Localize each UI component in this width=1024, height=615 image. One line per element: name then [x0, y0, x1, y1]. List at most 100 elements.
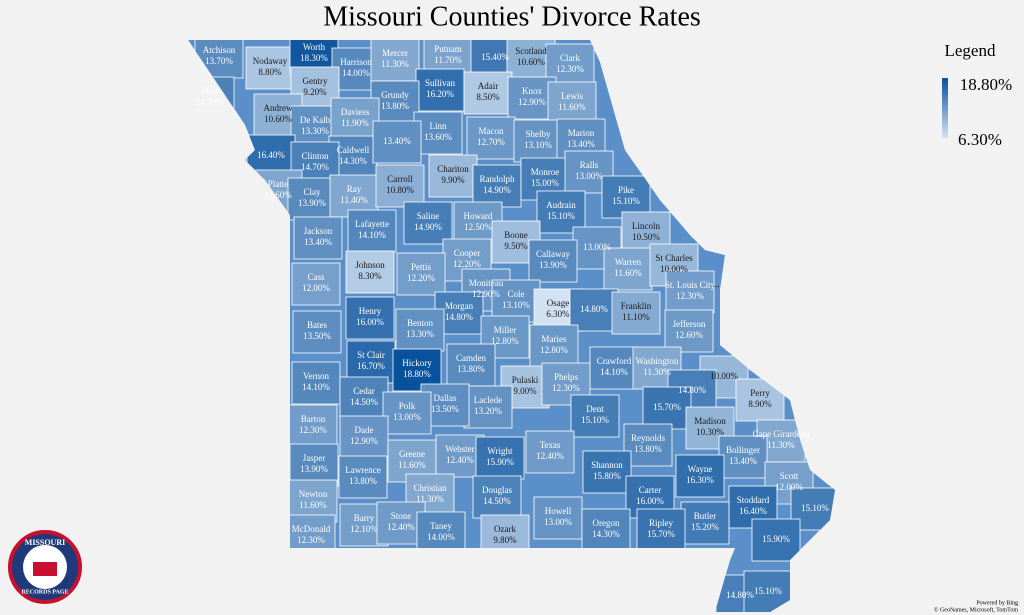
county-value: 12.30%: [676, 291, 704, 301]
county-value: 15.70%: [647, 529, 675, 539]
county-name: Newton: [299, 489, 328, 499]
county: [513, 119, 563, 163]
county-name: Carter: [639, 485, 662, 495]
county-name: Gentry: [303, 76, 328, 86]
county-value: 8.90%: [748, 399, 772, 409]
logo-bottom: RECORDS PAGE: [21, 589, 68, 595]
county: [463, 385, 513, 429]
county-name: Washington: [636, 356, 679, 366]
county-name: Miller: [494, 325, 517, 335]
county-value: 15.10%: [801, 503, 829, 513]
county-value: 13.90%: [298, 198, 326, 208]
county-value: 12.50%: [464, 222, 492, 232]
county: [528, 239, 578, 283]
county: [289, 443, 339, 487]
county-value: 13.10%: [524, 140, 552, 150]
county-name: Mercer: [382, 48, 408, 58]
county-value: 13.80%: [457, 364, 485, 374]
county: [375, 164, 425, 208]
county: [685, 406, 735, 450]
county: [665, 270, 715, 314]
county-name: Lincoln: [632, 221, 660, 231]
county-name: Oregon: [593, 518, 620, 528]
county-value: 16.00%: [356, 317, 384, 327]
county-name: Pike: [618, 185, 634, 195]
county-value: 8.80%: [258, 67, 282, 77]
map-title: Missouri Counties' Divorce Rates: [323, 1, 701, 32]
county-value: 12.40%: [387, 522, 415, 532]
county-value: 14.30%: [339, 156, 367, 166]
county-name: Nodaway: [253, 56, 288, 66]
county: [491, 279, 541, 323]
legend-title: Legend: [945, 41, 996, 60]
county-name: Perry: [750, 388, 770, 398]
county-value: 16.30%: [686, 475, 714, 485]
county-value: 10.80%: [386, 185, 414, 195]
county-name: Randolph: [480, 174, 515, 184]
county-name: Christian: [414, 483, 447, 493]
county: [403, 201, 453, 245]
county: [581, 508, 631, 552]
county-value: 15.10%: [581, 415, 609, 425]
county-name: Adair: [478, 81, 499, 91]
county-name: Monroe: [531, 167, 560, 177]
county: [611, 291, 661, 335]
county-value: 14.80%: [678, 385, 706, 395]
county: [288, 404, 338, 448]
county-name: Camden: [456, 353, 486, 363]
county-value: 12.70%: [477, 137, 505, 147]
county: [589, 346, 639, 390]
county-name: Morgan: [445, 301, 474, 311]
county-value: 11.30%: [767, 440, 795, 450]
county-value: 11.60%: [558, 102, 586, 112]
county-value: 15.80%: [593, 471, 621, 481]
county-layer: [188, 40, 835, 612]
county-value: 12.40%: [446, 455, 474, 465]
county-value: 16.40%: [739, 506, 767, 516]
overflow-label: ...: [713, 279, 720, 289]
county-value: 14.10%: [302, 382, 330, 392]
county-value: 12.90%: [472, 289, 500, 299]
county-value: 18.30%: [300, 53, 328, 63]
county-value: 11.30%: [416, 494, 444, 504]
county-name: Lafayette: [355, 219, 389, 229]
county-name: Chariton: [437, 164, 469, 174]
county-value: 13.40%: [383, 136, 411, 146]
county: [287, 177, 337, 221]
county-name: Maries: [542, 334, 567, 344]
county-name: Audrain: [546, 200, 576, 210]
county-name: Worth: [303, 42, 326, 52]
county-name: Moniteau: [469, 278, 504, 288]
county: [396, 252, 446, 296]
county-value: 13.80%: [634, 444, 662, 454]
county-value: 10.30%: [696, 427, 724, 437]
county-name: Greene: [399, 449, 425, 459]
county-name: Douglas: [482, 485, 512, 495]
county: [291, 361, 341, 405]
logo-icon: [33, 562, 57, 576]
county: [395, 308, 445, 352]
county-value: 13.60%: [424, 132, 452, 142]
county: [601, 175, 651, 219]
county-name: Polk: [399, 401, 416, 411]
county-value: 15.10%: [547, 211, 575, 221]
county-value: 10.50%: [632, 232, 660, 242]
county-name: Holt: [202, 86, 219, 96]
county-value: 11.30%: [381, 59, 409, 69]
county-value: 12.90%: [350, 436, 378, 446]
county-value: 9.90%: [441, 175, 465, 185]
county-value: 10.00%: [660, 264, 688, 274]
county-name: Ray: [347, 184, 362, 194]
county-name: Dent: [586, 404, 604, 414]
county-value: 14.50%: [483, 496, 511, 506]
county-value: 14.70%: [301, 162, 329, 172]
county-value: 10.00%: [710, 371, 738, 381]
county-name: Barton: [301, 414, 326, 424]
county-name: Cape Girardeau: [753, 429, 810, 439]
county: [533, 496, 583, 540]
county-value: 15.00%: [531, 178, 559, 188]
county-name: Bates: [307, 320, 327, 330]
county-value: 16.40%: [257, 150, 285, 160]
county-name: Bollinger: [726, 445, 760, 455]
